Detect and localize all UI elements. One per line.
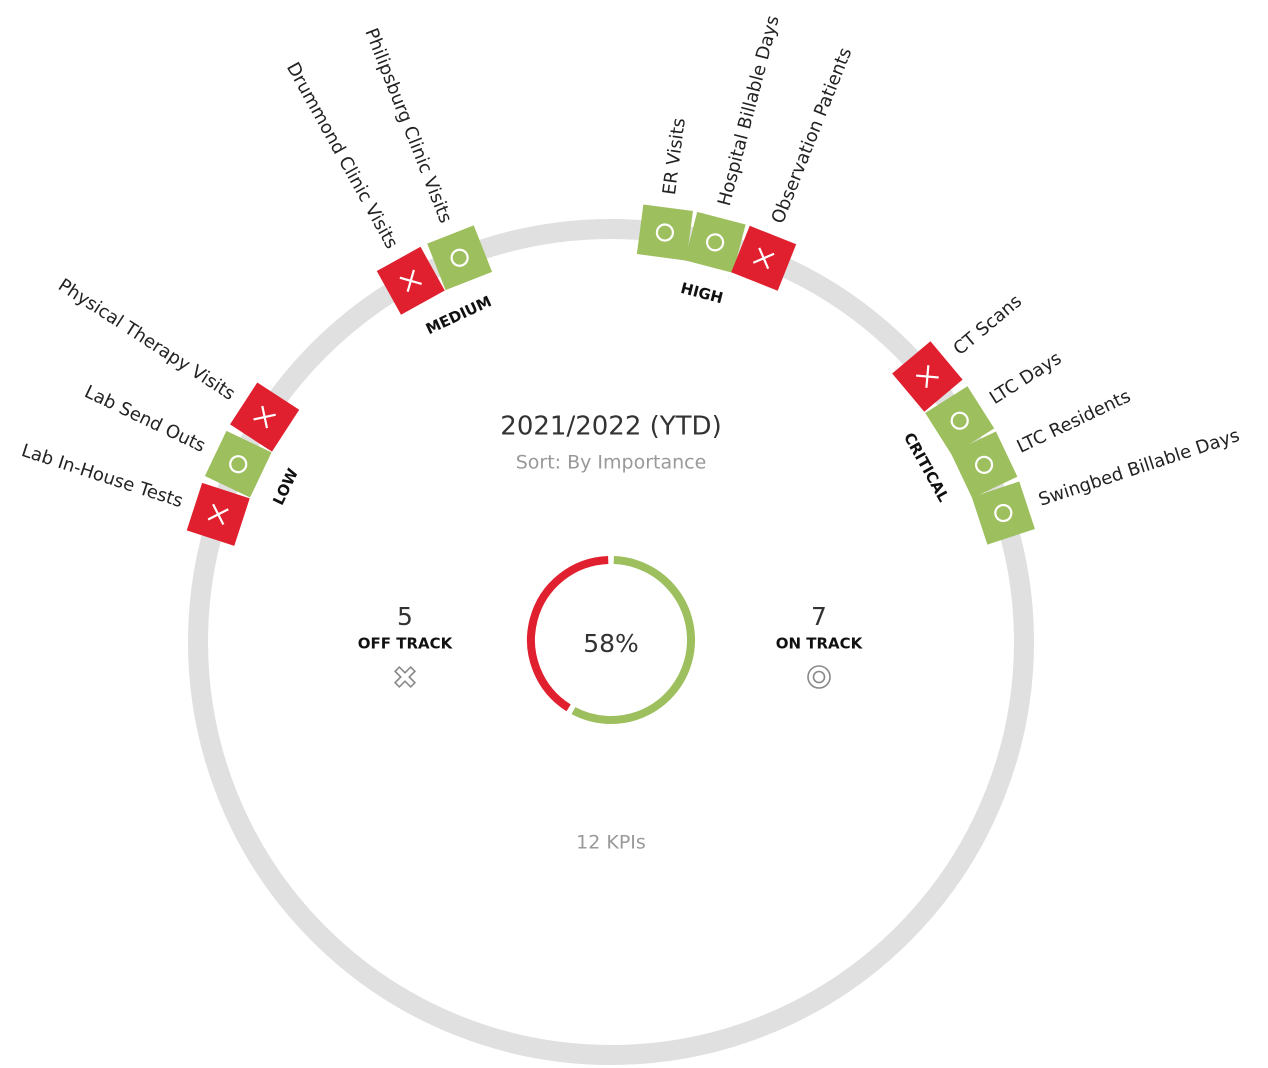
off-track-label: OFF TRACK bbox=[358, 635, 454, 653]
kpi-tile[interactable] bbox=[186, 482, 250, 546]
kpi-tile[interactable] bbox=[925, 386, 995, 456]
outer-ring bbox=[188, 219, 1034, 1065]
kpi-tile[interactable] bbox=[684, 211, 746, 273]
kpi-tile[interactable] bbox=[892, 341, 963, 412]
percent: 58% bbox=[583, 629, 639, 658]
donut-on-arc bbox=[571, 556, 695, 724]
kpi-tile-bg bbox=[950, 431, 1018, 499]
off-icon bbox=[916, 365, 939, 388]
kpi-label: Lab Send Outs bbox=[81, 381, 209, 456]
on-icon bbox=[994, 503, 1013, 523]
on-icon bbox=[655, 223, 675, 242]
off-icon bbox=[253, 405, 276, 429]
off-icon bbox=[752, 247, 775, 270]
kpi-tile[interactable] bbox=[427, 225, 493, 291]
off-icon bbox=[207, 503, 229, 525]
on-icon bbox=[950, 411, 969, 430]
total-kpis: 12 KPIs bbox=[576, 832, 646, 854]
kpi-tile-bg bbox=[427, 225, 493, 291]
kpi-tile[interactable] bbox=[950, 431, 1018, 499]
off-track-icon bbox=[393, 665, 417, 689]
kpi-tile-bg bbox=[204, 430, 272, 498]
kpi-label: LTC Residents bbox=[1014, 386, 1134, 458]
kpi-tile-bg bbox=[684, 211, 746, 273]
kpi-tile-bg bbox=[971, 481, 1035, 545]
kpi-label: Swingbed Billable Days bbox=[1036, 425, 1242, 511]
kpi-tile[interactable] bbox=[636, 204, 693, 261]
kpi-label: Hospital Billable Days bbox=[714, 13, 784, 208]
off-track-count: 5 bbox=[397, 602, 413, 631]
on-icon bbox=[706, 233, 725, 252]
kpi-tile-bg bbox=[925, 386, 995, 456]
on-icon bbox=[974, 455, 994, 474]
group-label: LOW bbox=[269, 465, 302, 508]
on-track-count: 7 bbox=[811, 602, 827, 631]
kpi-label: Lab In-House Tests bbox=[19, 440, 186, 512]
kpi-tile[interactable] bbox=[204, 430, 272, 498]
kpi-tile[interactable] bbox=[731, 225, 797, 291]
group-label: HIGH bbox=[679, 279, 725, 307]
title: 2021/2022 (YTD) bbox=[500, 412, 721, 442]
group-label: MEDIUM bbox=[423, 292, 494, 338]
kpi-label: Physical Therapy Visits bbox=[54, 275, 239, 405]
on-icon bbox=[229, 455, 248, 474]
kpi-tile[interactable] bbox=[971, 481, 1035, 545]
kpi-label: LTC Days bbox=[986, 348, 1065, 409]
off-icon bbox=[399, 269, 422, 292]
kpi-label: Observation Patients bbox=[768, 45, 857, 227]
kpi-tile-bg bbox=[636, 204, 693, 261]
donut-off-arc bbox=[527, 556, 609, 712]
kpi-tile[interactable] bbox=[376, 246, 445, 315]
on-icon bbox=[450, 248, 469, 267]
on-track-icon bbox=[807, 665, 831, 689]
kpi-label: CT Scans bbox=[949, 291, 1026, 360]
sort-label[interactable]: Sort: By Importance bbox=[516, 452, 707, 474]
kpi-label: ER Visits bbox=[659, 117, 690, 196]
on-track-label: ON TRACK bbox=[776, 635, 864, 653]
kpi-tile[interactable] bbox=[230, 382, 300, 452]
